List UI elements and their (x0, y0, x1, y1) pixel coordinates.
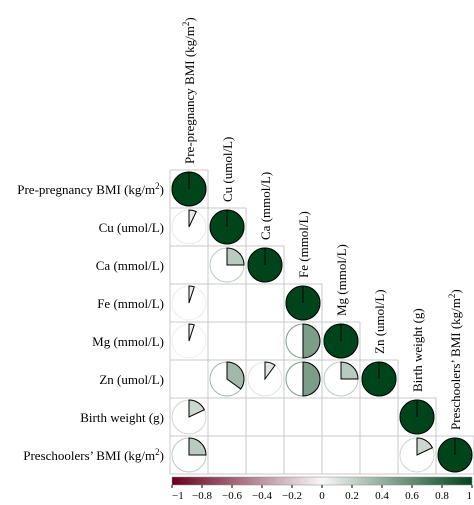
pie-slice (188, 285, 195, 304)
label-part: Pre-pregnancy BMI (kg/m (182, 26, 197, 164)
grid-cell (245, 397, 285, 437)
grid-cell (283, 435, 323, 475)
label-part: Birth weight (g) (80, 410, 164, 425)
label-part: Fe (mmol/L) (97, 296, 164, 311)
row-label: Pre-pregnancy BMI (kg/m2) (17, 181, 164, 197)
label-part: ) (182, 17, 197, 21)
colorbar: −1 −0.8 −0.6 −0.4 −0.2 0 0.2 0.4 0.6 0.8 1 (171, 476, 473, 502)
grid-cell (321, 435, 361, 475)
colorbar-tick-label: 0 (319, 490, 325, 502)
column-label: Preschoolers’ BMI (kg/m2) (447, 289, 463, 430)
column-label: Ca (mmol/L) (258, 172, 273, 240)
row-label: Zn (umol/L) (99, 372, 164, 387)
grid-cell (359, 435, 399, 475)
label-part: ) (160, 182, 164, 197)
colorbar-tick-label: −0.4 (252, 490, 272, 502)
pie-slice (226, 247, 245, 266)
colorbar-tick-label: −0.2 (282, 490, 302, 502)
grid-cell (169, 245, 209, 285)
row-label: Ca (mmol/L) (96, 258, 164, 273)
label-part: Mg (mmol/L) (334, 244, 349, 316)
label-part: Preschoolers’ BMI (kg/m (448, 298, 463, 430)
pie-slice (340, 361, 359, 380)
pie-slice (226, 361, 245, 390)
superscript: 2 (447, 294, 457, 299)
label-part: Zn (umol/L) (372, 289, 387, 354)
label-part: Preschoolers’ BMI (kg/m (23, 448, 155, 463)
row-labels: Pre-pregnancy BMI (kg/m2)Cu (umol/L)Ca (… (17, 181, 164, 463)
row-label: Fe (mmol/L) (97, 296, 164, 311)
pie-slice (188, 209, 197, 228)
pie-slice (416, 437, 434, 456)
colorbar-tick-label: 0.6 (405, 490, 419, 502)
label-part: Cu (umol/L) (99, 220, 164, 235)
column-label: Birth weight (g) (410, 308, 425, 392)
colorbar-tick-label: 0.2 (345, 490, 359, 502)
pie-slice (188, 437, 207, 456)
grid (169, 169, 474, 475)
colorbar-tick-label: 1 (467, 490, 473, 502)
column-label: Cu (umol/L) (220, 137, 235, 202)
column-label: Fe (mmol/L) (296, 211, 311, 278)
colorbar-tick-label: −1 (172, 490, 184, 502)
grid-cell (207, 283, 247, 323)
colorbar-gradient (171, 476, 473, 486)
label-part: Cu (umol/L) (220, 137, 235, 202)
grid-cell (435, 435, 474, 475)
pie-slice (302, 361, 321, 397)
column-label: Mg (mmol/L) (334, 244, 349, 316)
grid-cell (283, 397, 323, 437)
colorbar-tick-label: −0.8 (192, 490, 212, 502)
column-labels: Pre-pregnancy BMI (kg/m2)Cu (umol/L)Ca (… (181, 17, 463, 430)
grid-cell (321, 397, 361, 437)
label-part: Fe (mmol/L) (296, 211, 311, 278)
grid-cell (207, 321, 247, 361)
row-label: Birth weight (g) (80, 410, 164, 425)
label-part: Ca (mmol/L) (258, 172, 273, 240)
grid-cell (245, 321, 285, 361)
grid-cell (169, 359, 209, 399)
row-label: Mg (mmol/L) (92, 334, 164, 349)
pie-slice (188, 323, 195, 342)
label-part: Pre-pregnancy BMI (kg/m (17, 182, 155, 197)
grid-cell (359, 397, 399, 437)
label-part: Mg (mmol/L) (92, 334, 164, 349)
grid-cell (245, 283, 285, 323)
label-part: ) (160, 448, 164, 463)
label-part: Ca (mmol/L) (96, 258, 164, 273)
grid-cell (207, 435, 247, 475)
pie-slice (264, 361, 276, 381)
label-part: ) (448, 289, 463, 293)
column-label: Zn (umol/L) (372, 289, 387, 354)
column-label: Pre-pregnancy BMI (kg/m2) (181, 17, 197, 164)
superscript: 2 (181, 22, 191, 27)
pie-glyphs (171, 171, 473, 473)
colorbar-tick-label: 0.8 (435, 490, 449, 502)
row-label: Preschoolers’ BMI (kg/m2) (23, 447, 164, 463)
pie-slice (302, 323, 321, 359)
label-part: Zn (umol/L) (99, 372, 164, 387)
grid-cell (207, 397, 247, 437)
superscript: 2 (155, 447, 160, 457)
row-label: Cu (umol/L) (99, 220, 164, 235)
pie-slice (188, 399, 206, 418)
colorbar-tick-label: 0.4 (375, 490, 389, 502)
colorbar-tick-label: −0.6 (222, 490, 242, 502)
superscript: 2 (155, 181, 160, 191)
grid-cell (245, 435, 285, 475)
label-part: Birth weight (g) (410, 308, 425, 392)
